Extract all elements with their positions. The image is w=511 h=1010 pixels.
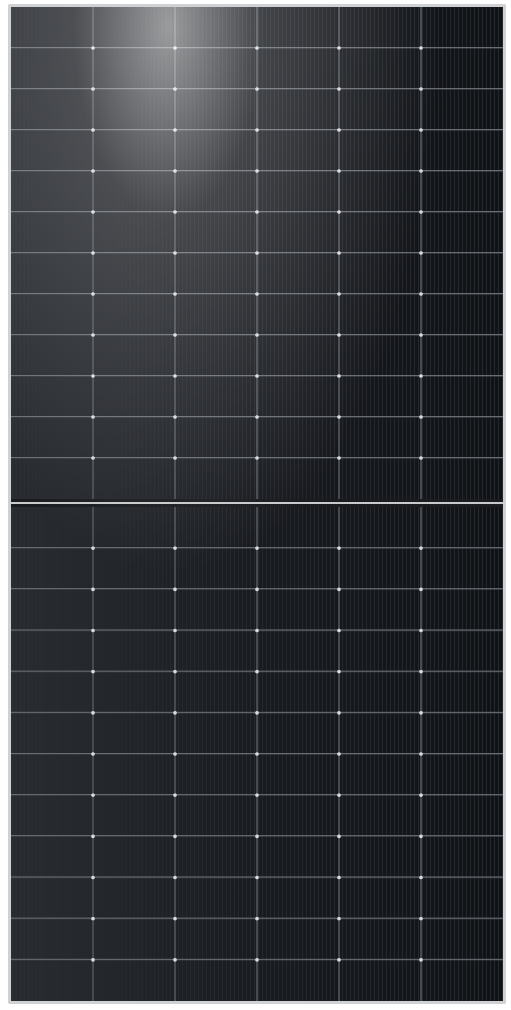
solar-panel-cells: [11, 7, 503, 1001]
solar-panel: [8, 4, 506, 1004]
glare-reflection: [11, 7, 503, 1001]
